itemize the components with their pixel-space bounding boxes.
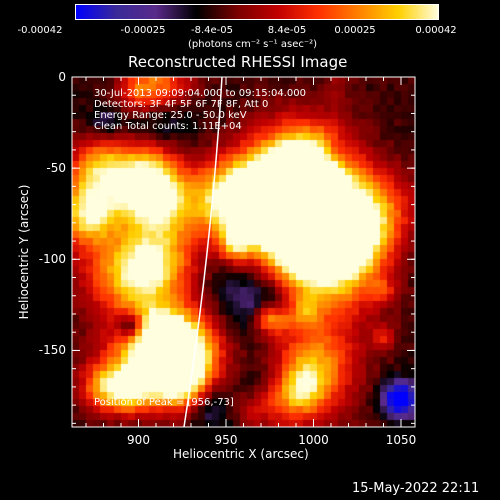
colorbar [75, 4, 439, 20]
y-tick-label: -50 [46, 161, 66, 176]
image-heatmap [72, 77, 415, 427]
y-axis-label: Heliocentric Y (arcsec) [17, 184, 31, 320]
x-tick-label: 1000 [298, 433, 329, 447]
colorbar-tick-label: 0.00025 [334, 25, 376, 36]
y-tick-label: 0 [58, 70, 66, 84]
info-energy-range: Energy Range: 25.0 - 50.0 keV [94, 110, 247, 121]
colorbar-tick-label: -0.00042 [17, 25, 63, 36]
colorbar-tick-label: -8.4e-05 [191, 25, 233, 36]
x-axis-label: Heliocentric X (arcsec) [173, 447, 309, 461]
x-tick-label: 900 [127, 433, 150, 447]
axis-tickmarks [72, 76, 415, 427]
x-tick-label: 1050 [385, 433, 417, 447]
info-clean-counts: Clean Total counts: 1.11E+04 [94, 121, 242, 132]
y-tick-label: -100 [38, 252, 66, 267]
colorbar-tick-label: 0.00042 [415, 25, 457, 36]
info-time-range: 30-Jul-2013 09:09:04.000 to 09:15:04.000 [94, 88, 306, 99]
colorbar-tick-label: 8.4e-05 [267, 25, 307, 36]
info-detectors: Detectors: 3F 4F 5F 6F 7F 8F, Att 0 [94, 99, 269, 110]
timestamp: 15-May-2022 22:11 [352, 481, 480, 496]
solar-limb-curve [183, 76, 223, 428]
plot-title: Reconstructed RHESSI Image [128, 53, 348, 71]
colorbar-tick-label: -0.00025 [120, 25, 166, 36]
x-tick-label: 950 [214, 433, 238, 447]
peak-position: Position of Peak = [956,-73] [94, 397, 234, 408]
colorbar-units: (photons cm⁻² s⁻¹ asec⁻²) [188, 39, 318, 50]
y-tick-label: -150 [38, 343, 66, 358]
colorbar-frame [75, 4, 439, 20]
